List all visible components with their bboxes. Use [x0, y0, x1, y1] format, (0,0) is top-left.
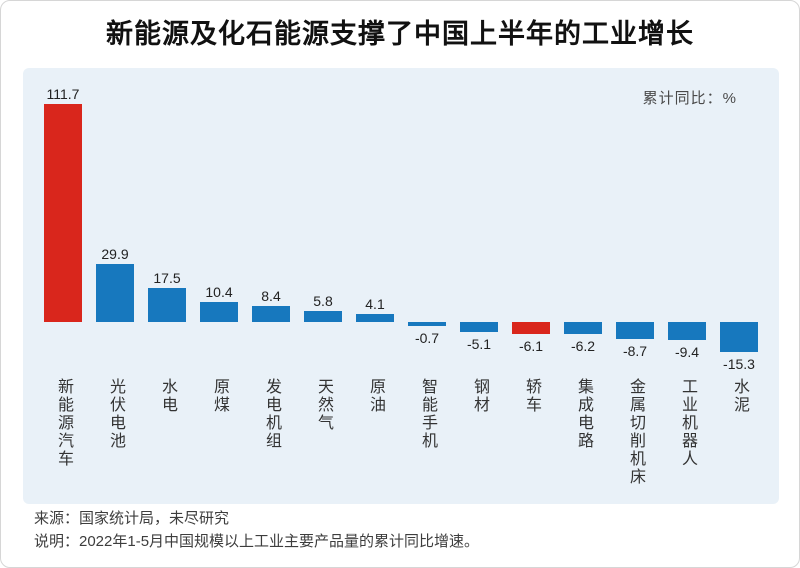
footer: 来源：国家统计局，未尽研究 说明：2022年1-5月中国规模以上工业主要产品量的… [34, 507, 479, 553]
bar [512, 322, 550, 334]
bar-value-label: 111.7 [46, 86, 80, 102]
bar [356, 314, 394, 322]
bar-column: 111.7 新能源汽车 [37, 68, 89, 504]
bar-column: -0.7 智能手机 [401, 68, 453, 504]
bar-column: -6.1 轿车 [505, 68, 557, 504]
bar-value-label: -8.7 [622, 343, 648, 359]
bar-value-label: 29.9 [101, 246, 129, 262]
bar [44, 104, 82, 322]
bar [252, 306, 290, 322]
category-label: 发电机组 [263, 378, 280, 450]
bar-column: 5.8 天然气 [297, 68, 349, 504]
bar-column: -9.4 工业机器人 [661, 68, 713, 504]
bar-column: 17.5 水电 [141, 68, 193, 504]
bar [148, 288, 186, 322]
bar-column: -8.7 金属切削机床 [609, 68, 661, 504]
bar [616, 322, 654, 339]
bar [200, 302, 238, 322]
category-label: 轿车 [523, 378, 540, 414]
bar-value-label: 8.4 [261, 288, 281, 304]
bar [304, 311, 342, 322]
bar-column: -15.3 水泥 [713, 68, 765, 504]
bar-value-label: 5.8 [313, 293, 333, 309]
bar-value-label: 4.1 [365, 296, 385, 312]
bar-column: 8.4 发电机组 [245, 68, 297, 504]
category-label: 钢材 [471, 378, 488, 414]
bar-value-label: 17.5 [153, 270, 181, 286]
bar-value-label: -6.1 [518, 338, 544, 354]
bar [720, 322, 758, 352]
bar-column: 29.9 光伏电池 [89, 68, 141, 504]
note-line: 说明：2022年1-5月中国规模以上工业主要产品量的累计同比增速。 [34, 533, 480, 550]
bar-column: -6.2 集成电路 [557, 68, 609, 504]
source-line: 来源：国家统计局，未尽研究 [34, 510, 230, 527]
bar-column: 10.4 原煤 [193, 68, 245, 504]
bar-value-label: -6.2 [570, 338, 596, 354]
bar [668, 322, 706, 340]
category-label: 天然气 [315, 378, 332, 432]
bar [564, 322, 602, 334]
bar-value-label: 10.4 [205, 284, 233, 300]
bar-column: -5.1 钢材 [453, 68, 505, 504]
unit-label: 累计同比：% [642, 90, 737, 107]
category-label: 智能手机 [419, 378, 436, 450]
bar-column: 4.1 原油 [349, 68, 401, 504]
category-label: 工业机器人 [679, 378, 696, 468]
category-label: 水电 [159, 378, 176, 414]
category-label: 金属切削机床 [627, 378, 644, 486]
category-label: 光伏电池 [107, 378, 124, 450]
bar-chart: 111.7 新能源汽车 29.9 光伏电池 17.5 水电 10.4 原煤 8.4 发电机组 5.8… [37, 68, 765, 504]
bar-value-label: -0.7 [414, 330, 440, 346]
bar [96, 264, 134, 322]
category-label: 水泥 [731, 378, 748, 414]
category-label: 新能源汽车 [55, 378, 72, 468]
category-label: 原煤 [211, 378, 228, 414]
chart-panel: 累计同比：% 111.7 新能源汽车 29.9 光伏电池 17.5 水电 10.4 原煤 8.4… [23, 68, 779, 504]
bar [408, 322, 446, 326]
bar [460, 322, 498, 332]
bar-value-label: -15.3 [723, 356, 755, 372]
chart-title: 新能源及化石能源支撑了中国上半年的工业增长 [106, 19, 694, 49]
category-label: 原油 [367, 378, 384, 414]
bar-value-label: -5.1 [466, 336, 492, 352]
bar-value-label: -9.4 [674, 344, 700, 360]
category-label: 集成电路 [575, 378, 592, 450]
